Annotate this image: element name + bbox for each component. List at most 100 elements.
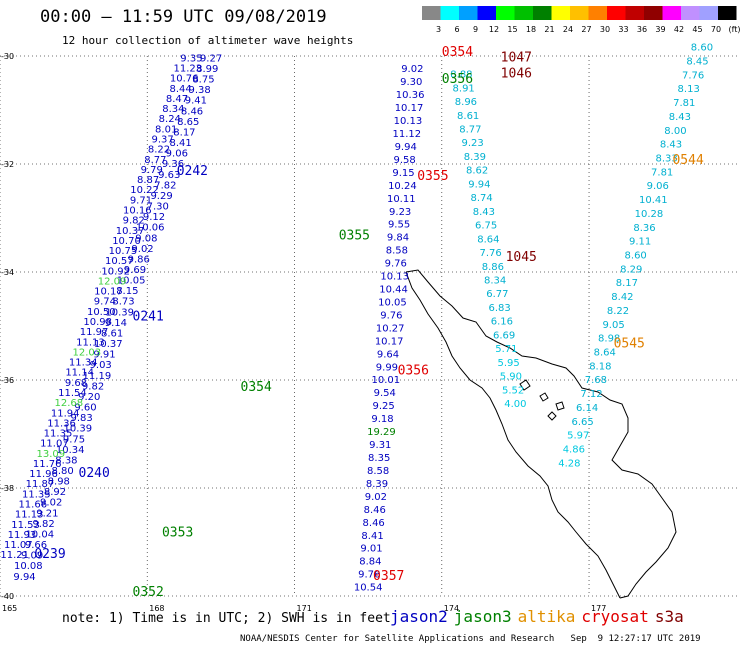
wave-height-label: 4.86: [563, 445, 585, 456]
wave-height-label: 9.03: [90, 360, 112, 371]
wave-height-label: 10.24: [388, 181, 417, 192]
pass-labels: 0239 0240 0241 0242 0352 0353 0354 0355 0356 0354…: [34, 45, 704, 600]
colorbar-tick: 45: [692, 25, 702, 34]
wave-height-label: 8.22: [607, 306, 629, 317]
wave-height-label: 8.17: [616, 278, 638, 289]
lon-tick-label: 174: [444, 604, 459, 613]
colorbar-swatch: [533, 6, 552, 20]
wave-height-label: 11.14: [65, 368, 94, 379]
legend-s3a: s3a: [654, 607, 684, 626]
colorbar-tick: 39: [655, 25, 665, 34]
wave-height-label: 8.58: [386, 246, 408, 257]
wave-height-label: 8.36: [633, 223, 655, 234]
wave-height-label: 10.54: [354, 583, 383, 594]
wave-height-label: 5.52: [502, 385, 524, 396]
colorbar-tick: (ft): [728, 25, 740, 34]
wave-height-label: 11.12: [392, 129, 421, 140]
wave-height-label: 9.05: [602, 320, 624, 331]
wave-height-label: 9.94: [13, 572, 35, 583]
pass-number-label: 0355: [339, 229, 370, 244]
wave-height-label: 10.57: [105, 256, 134, 267]
wave-height-label: 8.41: [361, 531, 383, 542]
wave-height-label: 8.96: [455, 97, 477, 108]
pass-number-label: 0242: [177, 164, 208, 179]
wave-height-label: 10.08: [14, 561, 43, 572]
wave-height-label: 9.68: [65, 378, 87, 389]
legend-jason3: jason3: [453, 607, 512, 626]
wave-height-label: 9.37: [151, 135, 173, 146]
colorbar-swatch: [662, 6, 681, 20]
lat-lon-grid: [0, 55, 740, 597]
wave-height-label: 8.43: [669, 112, 691, 123]
wave-height-label: 7.30: [147, 202, 169, 213]
colorbar-tick: 18: [526, 25, 536, 34]
pass-number-label: 0354: [241, 380, 272, 395]
wave-height-label: 8.43: [660, 140, 682, 151]
colorbar-swatch: [440, 6, 459, 20]
wave-height-label: 9.02: [365, 492, 387, 503]
wave-height-label: 10.28: [635, 209, 664, 220]
wave-height-label: 9.06: [647, 181, 669, 192]
wave-height-label: 8.24: [159, 114, 181, 125]
colorbar-tick: 6: [454, 25, 459, 34]
pass-number-label: 1045: [506, 250, 537, 265]
wave-height-label: 6.77: [486, 289, 508, 300]
colorbar-swatch: [570, 6, 589, 20]
wave-height-label: 9.36: [162, 159, 184, 170]
wave-height-label: 9.02: [131, 244, 153, 255]
wave-height-label: 10.75: [109, 246, 138, 257]
wave-height-label: 9.09: [21, 551, 43, 562]
wave-height-label: 4.00: [504, 399, 526, 410]
colorbar-swatch: [422, 6, 441, 20]
colorbar-tick: 42: [674, 25, 684, 34]
colorbar-swatch: [607, 6, 626, 20]
wave-height-label: 9.91: [93, 350, 115, 361]
colorbar-tick: 33: [618, 25, 628, 34]
wave-height-label: 11.35: [22, 489, 51, 500]
wave-height-label: 10.37: [94, 339, 123, 350]
hauraki-gulf-islands: [519, 379, 565, 421]
colorbar-swatch: [477, 6, 496, 20]
wave-height-label: 9.66: [25, 540, 47, 551]
wave-height-label: 10.05: [117, 276, 146, 287]
wave-height-label: 9.21: [36, 508, 58, 519]
wave-height-label: 5.90: [500, 372, 522, 383]
wave-height-label: 9.29: [150, 191, 172, 202]
colorbar-swatch: [699, 6, 718, 20]
wave-height-label: 11.87: [26, 479, 55, 490]
colorbar-tick: 21: [544, 25, 554, 34]
wave-height-label: 11.53: [11, 520, 40, 531]
wave-height-label: 10.16: [123, 205, 152, 216]
colorbar-swatch: [551, 6, 570, 20]
wave-height-label: 9.27: [200, 53, 222, 64]
wave-height-label: 9.35: [180, 53, 202, 64]
wave-height-label: 8.15: [116, 286, 138, 297]
pass-number-label: 0356: [442, 72, 473, 87]
wave-height-label: 8.64: [594, 348, 616, 359]
wave-height-label: 8.99: [196, 64, 218, 75]
pass-number-label: 0239: [34, 547, 65, 562]
wave-height-label: 10.39: [64, 424, 93, 435]
wave-height-label: 11.66: [18, 500, 47, 511]
wave-height-label: 11.76: [33, 459, 62, 470]
wave-height-label: 8.46: [363, 518, 385, 529]
wave-height-label: 9.14: [105, 318, 127, 329]
wave-height-label: 8.61: [101, 328, 123, 339]
wave-height-label: 10.39: [105, 307, 134, 318]
wave-height-label: 6.83: [489, 303, 511, 314]
lat-tick-label: -36: [1, 376, 14, 385]
map-subtitle: 12 hour collection of altimeter wave hei…: [62, 34, 354, 47]
wave-height-label: 10.06: [136, 223, 165, 234]
wave-height-label: 7.76: [480, 248, 502, 259]
wave-height-label: 7.81: [673, 98, 695, 109]
wave-height-label: 8.75: [192, 75, 214, 86]
wave-height-label: 8.42: [611, 292, 633, 303]
wave-height-label: 9.38: [189, 85, 211, 96]
wave-height-label: 8.47: [166, 94, 188, 105]
pass-number-label: 0545: [614, 337, 645, 352]
wave-height-label: 8.01: [155, 124, 177, 135]
wave-height-label: 8.39: [366, 479, 388, 490]
wave-height-label: 11.54: [58, 388, 87, 399]
legend-jason2: jason2: [390, 607, 448, 626]
lat-tick-label: -34: [1, 268, 14, 277]
